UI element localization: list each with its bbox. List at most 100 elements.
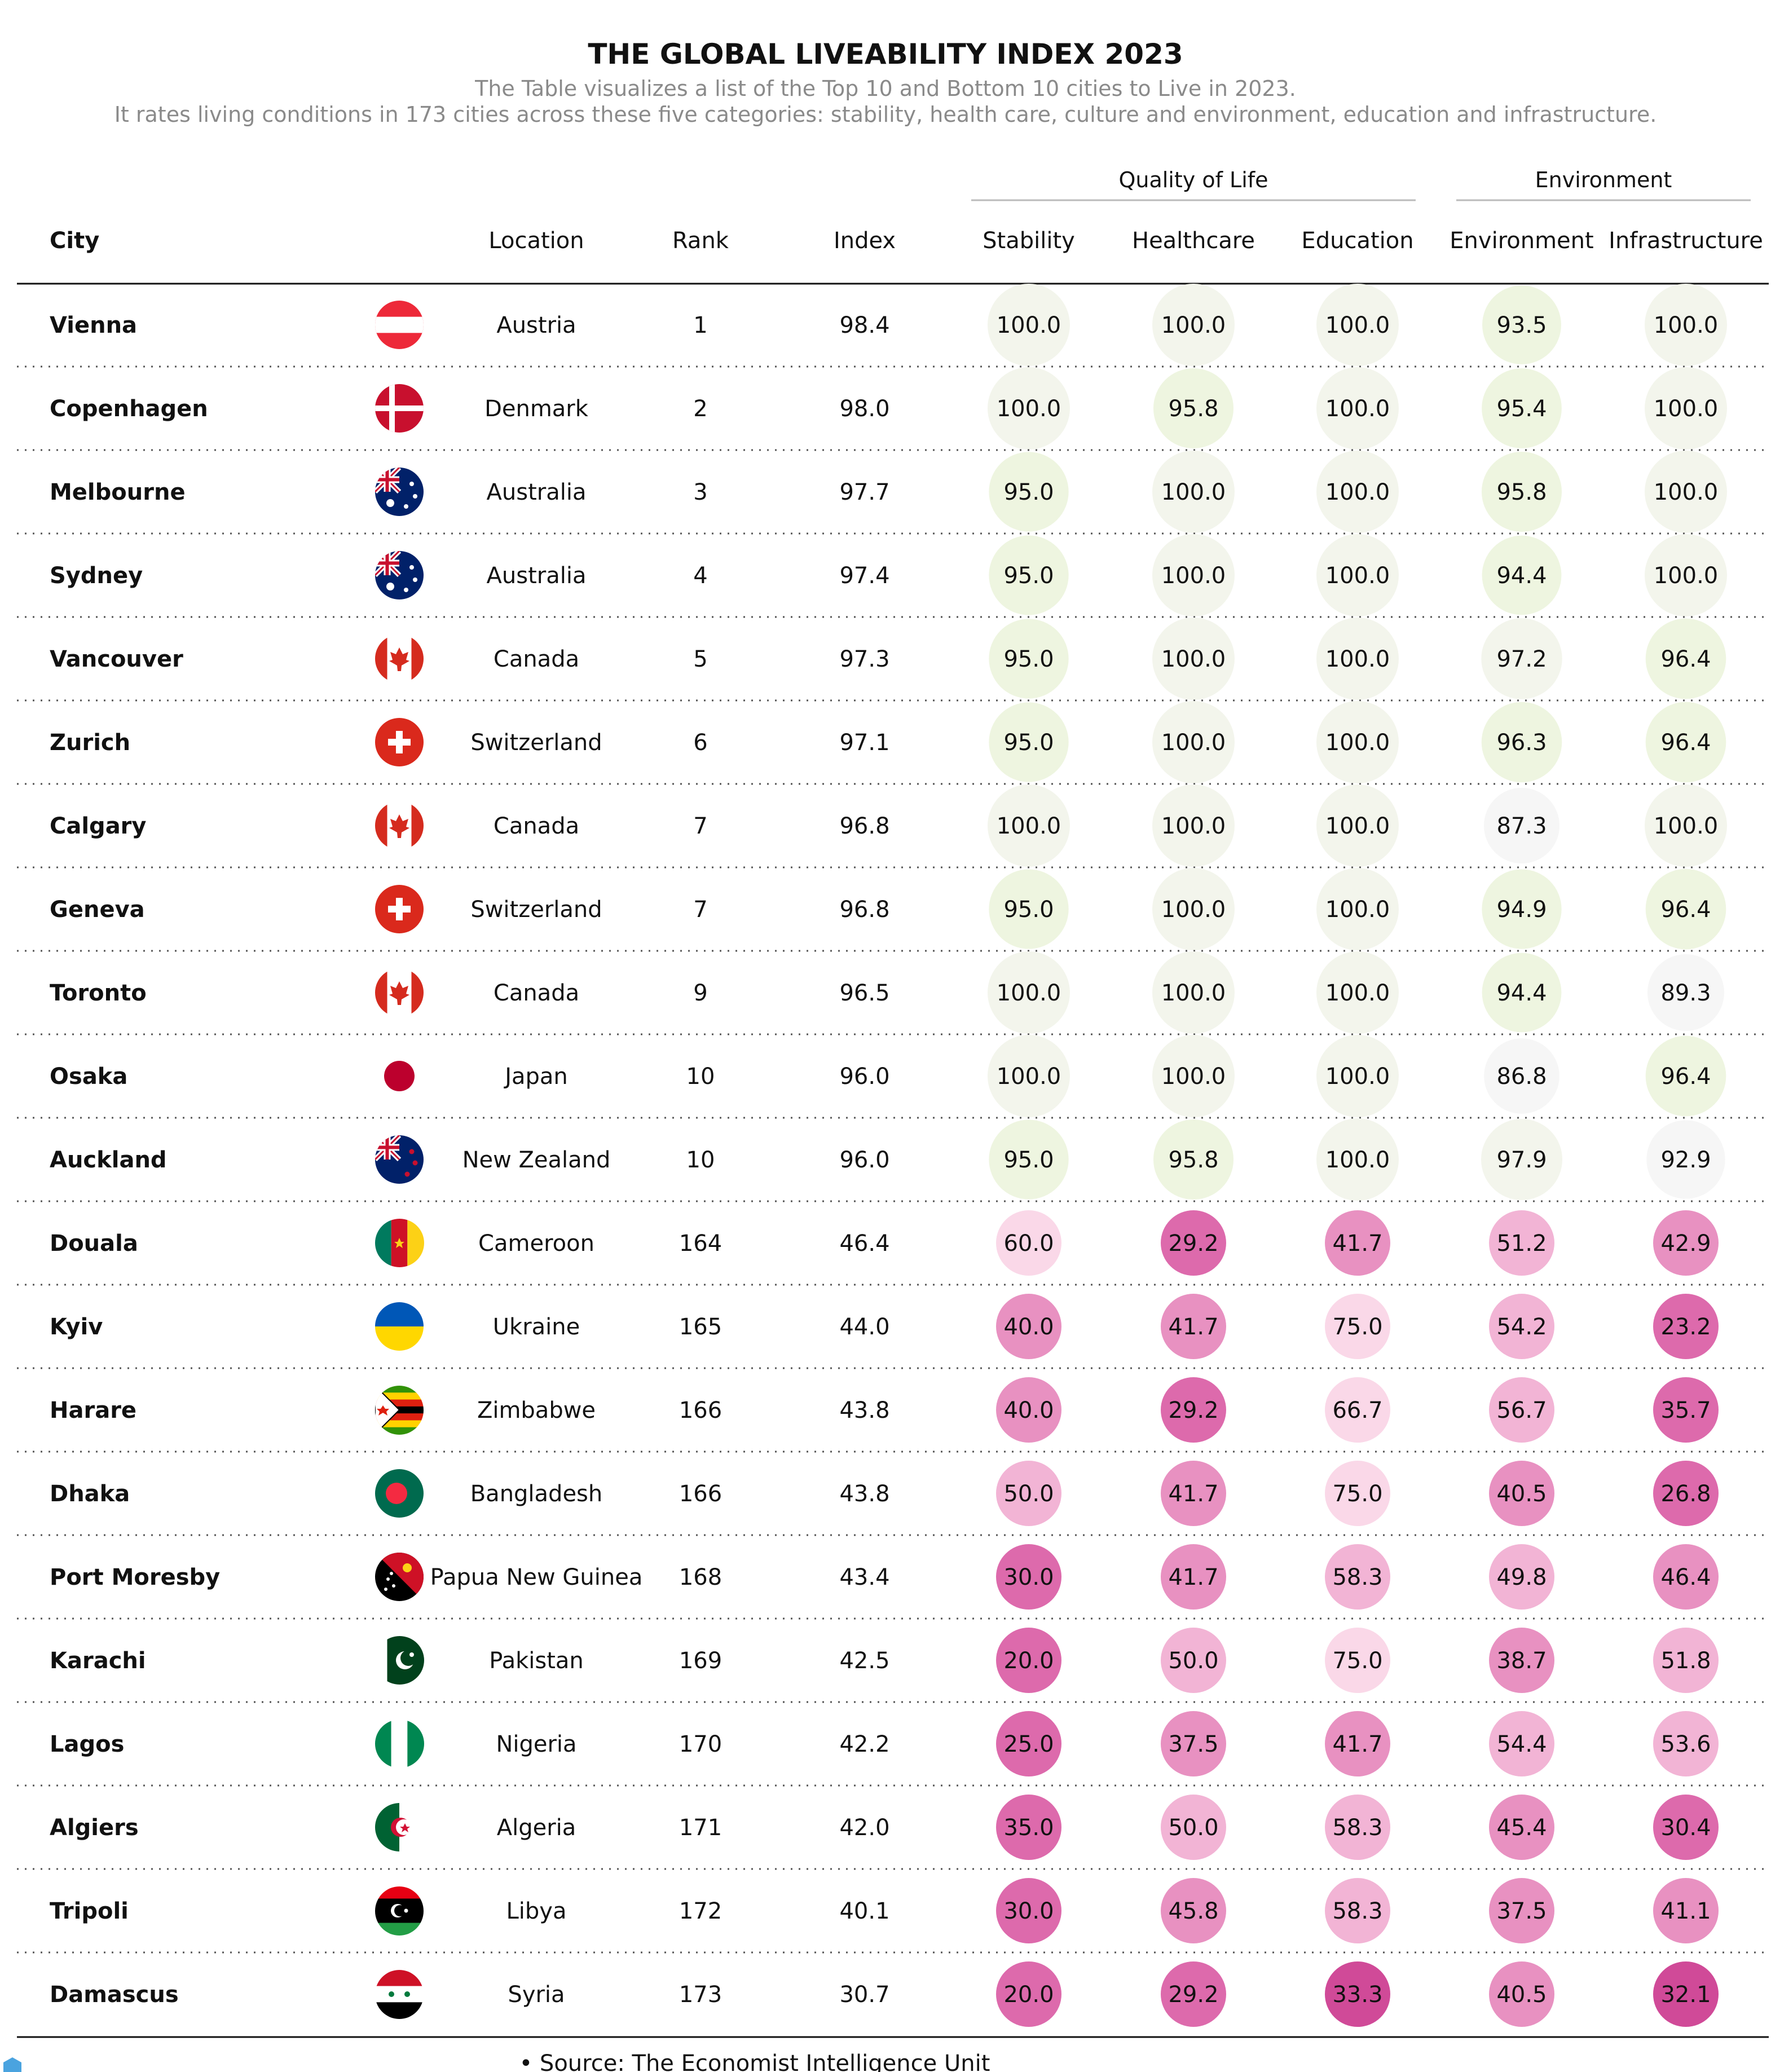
infrastructure-score-circle <box>1653 1795 1719 1860</box>
city-name: Copenhagen <box>50 396 208 422</box>
stability-value: 30.0 <box>1003 1898 1054 1924</box>
index-cell: 43.4 <box>839 1564 889 1590</box>
environment-score-circle <box>1481 702 1562 783</box>
healthcare-value: 41.7 <box>1168 1564 1218 1590</box>
education-score-circle <box>1325 1878 1390 1943</box>
environment-value: 95.8 <box>1496 479 1547 505</box>
stability-score-circle <box>989 702 1069 782</box>
environment-score-circle <box>1489 1544 1554 1610</box>
location-cell: Nigeria <box>496 1731 576 1757</box>
rank-cell: 7 <box>693 897 707 923</box>
infrastructure-value: 96.4 <box>1660 1064 1711 1090</box>
stability-score-circle <box>996 1544 1061 1610</box>
rank-cell: 4 <box>693 563 707 589</box>
education-value: 100.0 <box>1325 813 1390 839</box>
education-score-circle <box>1316 618 1399 700</box>
city-name: Vienna <box>50 312 137 338</box>
table-row: Douala Cameroon 164 46.4 60.0 29.2 41.7 51.2 42.… <box>17 1210 1769 1286</box>
stability-score-circle <box>996 1377 1061 1443</box>
healthcare-value: 100.0 <box>1161 646 1226 672</box>
environment-value: 97.9 <box>1496 1147 1547 1173</box>
stability-value: 100.0 <box>997 396 1061 422</box>
education-score-circle <box>1316 868 1399 950</box>
infrastructure-value: 41.1 <box>1660 1898 1711 1924</box>
healthcare-value: 100.0 <box>1161 479 1226 505</box>
infrastructure-score-circle <box>1645 367 1727 449</box>
education-score-circle <box>1316 451 1399 533</box>
flag-papua-new-guinea-icon <box>375 1553 424 1601</box>
environment-value: 54.2 <box>1496 1314 1547 1340</box>
city-name: Osaka <box>50 1064 127 1090</box>
stability-value: 40.0 <box>1003 1314 1054 1340</box>
column-header-stability: Stability <box>983 228 1075 254</box>
flag-denmark-icon <box>375 384 424 433</box>
environment-score-circle <box>1484 1038 1559 1114</box>
city-name: Tripoli <box>50 1898 129 1924</box>
stability-score-circle <box>989 1119 1069 1200</box>
index-cell: 96.0 <box>839 1147 889 1173</box>
education-value: 100.0 <box>1325 897 1390 923</box>
location-cell: Australia <box>487 563 587 589</box>
environment-score-circle <box>1489 1461 1554 1526</box>
healthcare-score-circle <box>1152 784 1235 867</box>
location-cell: Switzerland <box>470 730 602 756</box>
stability-value: 100.0 <box>997 980 1061 1006</box>
rank-cell: 3 <box>693 479 707 505</box>
environment-score-circle <box>1482 285 1561 364</box>
environment-score-circle <box>1489 1210 1554 1276</box>
infrastructure-value: 100.0 <box>1654 479 1719 505</box>
infrastructure-value: 35.7 <box>1660 1398 1711 1423</box>
education-value: 58.3 <box>1332 1564 1382 1590</box>
healthcare-value: 45.8 <box>1168 1898 1218 1924</box>
location-cell: Japan <box>503 1064 568 1090</box>
healthcare-value: 29.2 <box>1168 1982 1218 2008</box>
index-cell: 43.8 <box>839 1398 889 1423</box>
city-name: Kyiv <box>50 1314 103 1340</box>
flag-libya-icon <box>375 1886 424 1936</box>
education-score-circle <box>1316 367 1399 449</box>
stability-score-circle <box>989 535 1069 615</box>
city-name: Harare <box>50 1398 136 1423</box>
education-score-circle <box>1325 1377 1390 1443</box>
rank-cell: 1 <box>693 312 707 338</box>
infrastructure-score-circle <box>1653 1711 1719 1776</box>
environment-value: 93.5 <box>1496 312 1547 338</box>
environment-value: 37.5 <box>1496 1898 1547 1924</box>
stability-value: 50.0 <box>1003 1481 1054 1507</box>
environment-value: 94.4 <box>1496 563 1547 589</box>
city-name: Geneva <box>50 897 145 923</box>
environment-score-circle <box>1482 953 1562 1033</box>
table-row: Melbourne Australia 3 97.7 95.0 100.0 100.0 95.… <box>17 451 1769 535</box>
rank-cell: 10 <box>686 1147 715 1173</box>
stability-value: 100.0 <box>997 1064 1061 1090</box>
stability-value: 95.0 <box>1003 730 1054 756</box>
stability-score-circle <box>996 1210 1061 1276</box>
infrastructure-value: 100.0 <box>1654 813 1719 839</box>
table-row: Auckland New Zealand 10 96.0 95.0 95.8 100.0 97… <box>17 1118 1769 1202</box>
education-value: 66.7 <box>1332 1398 1382 1423</box>
environment-score-circle <box>1481 618 1562 699</box>
education-value: 75.0 <box>1332 1314 1382 1340</box>
education-value: 58.3 <box>1332 1815 1382 1841</box>
stability-score-circle <box>988 284 1070 366</box>
flag-algeria-icon <box>375 1803 424 1851</box>
city-name: Auckland <box>50 1147 167 1173</box>
education-score-circle <box>1325 1628 1390 1693</box>
index-cell: 44.0 <box>839 1314 889 1340</box>
healthcare-score-circle <box>1152 701 1235 783</box>
stability-value: 100.0 <box>997 813 1061 839</box>
infrastructure-value: 42.9 <box>1660 1231 1711 1257</box>
education-score-circle <box>1316 1035 1399 1117</box>
healthcare-score-circle <box>1152 868 1235 950</box>
stability-value: 35.0 <box>1003 1815 1054 1841</box>
environment-value: 40.5 <box>1496 1982 1547 2008</box>
city-name: Sydney <box>50 563 143 589</box>
environment-score-circle <box>1482 368 1562 448</box>
table-body: Vienna Austria 1 98.4 100.0 100.0 100.0 93.5 100… <box>17 284 1769 2027</box>
table-row: Karachi Pakistan 169 42.5 20.0 50.0 75.0 38.7 51… <box>17 1628 1769 1703</box>
healthcare-value: 50.0 <box>1168 1648 1218 1674</box>
location-cell: New Zealand <box>462 1147 611 1173</box>
healthcare-value: 100.0 <box>1161 730 1226 756</box>
location-cell: Australia <box>487 479 587 505</box>
city-name: Zurich <box>50 730 130 756</box>
